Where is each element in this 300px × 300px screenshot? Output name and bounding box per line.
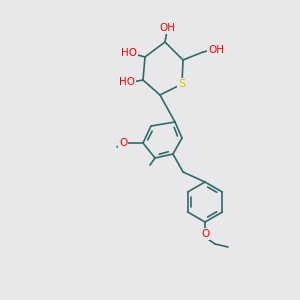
Text: O: O bbox=[119, 138, 127, 148]
Text: OH: OH bbox=[159, 23, 175, 33]
Text: HO: HO bbox=[119, 77, 135, 87]
Text: S: S bbox=[178, 79, 186, 89]
Text: OH: OH bbox=[208, 45, 224, 55]
Text: O: O bbox=[201, 229, 209, 239]
Text: HO: HO bbox=[121, 48, 137, 58]
